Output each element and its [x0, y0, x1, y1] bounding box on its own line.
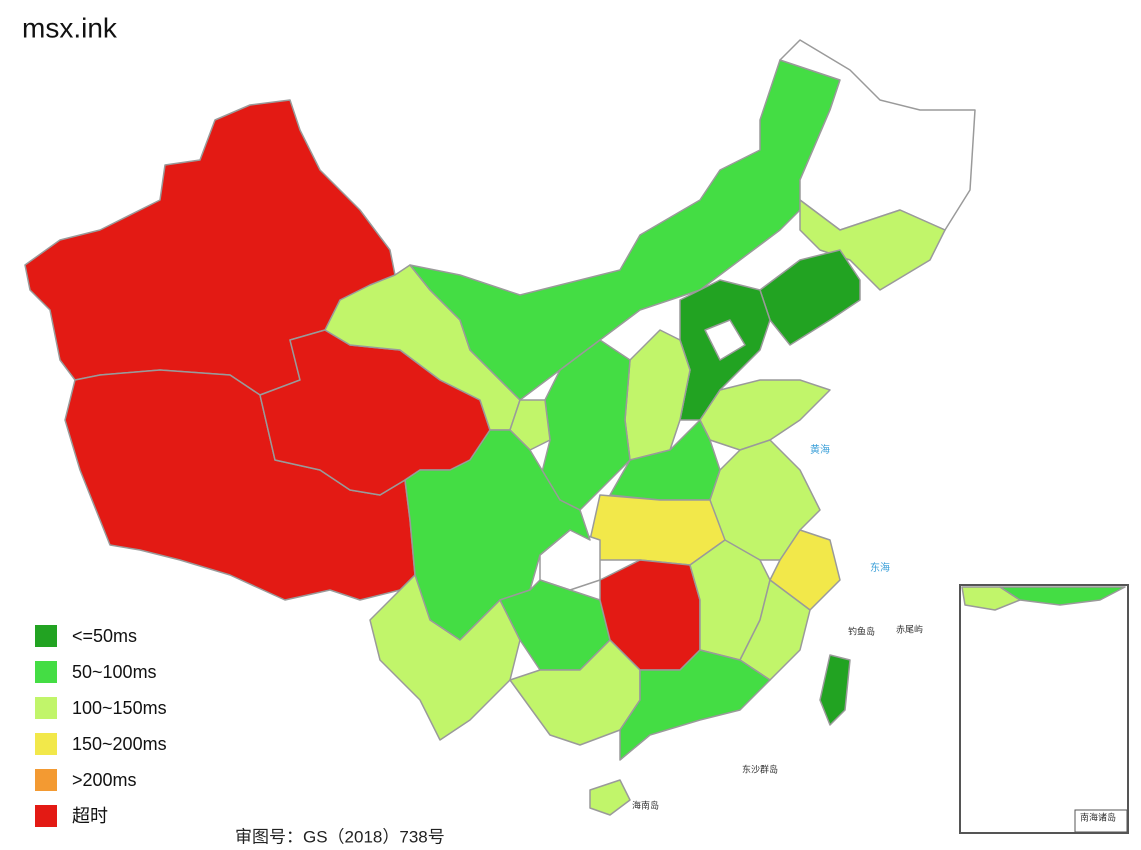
inset-caption-box — [1074, 809, 1128, 833]
sea-label: 黄海 — [810, 443, 830, 456]
legend-label: >200ms — [72, 770, 137, 790]
inset: 南海诸岛 — [959, 584, 1129, 834]
credit: 审图号：GS（2018）738号 — [235, 827, 445, 846]
map-label: 钓鱼岛 — [848, 626, 875, 638]
legend-label: 100~150ms — [72, 698, 167, 718]
province — [819, 654, 851, 726]
legend-label: <=50ms — [72, 626, 137, 646]
province — [409, 59, 841, 401]
province — [799, 199, 946, 291]
province — [759, 249, 861, 346]
title: msx.ink — [22, 12, 118, 43]
legend: <=50ms 50~100ms 100~150ms 150~200ms >200ms 超时 — [35, 625, 167, 827]
inset-caption: 南海诸岛 — [1080, 812, 1116, 824]
legend-swatch — [35, 697, 57, 719]
province — [509, 399, 551, 451]
province — [589, 779, 631, 816]
province — [999, 586, 1126, 606]
legend-label: 超时 — [72, 806, 108, 826]
legend-label: 50~100ms — [72, 662, 157, 682]
province — [961, 586, 1021, 611]
legend-swatch — [35, 733, 57, 755]
map-label: 赤尾屿 — [896, 625, 923, 636]
inset-frame — [959, 584, 1129, 834]
province — [619, 649, 771, 761]
legend-swatch — [35, 625, 57, 647]
sea-label: 东海 — [870, 561, 890, 574]
province — [699, 379, 831, 451]
legend-swatch — [35, 769, 57, 791]
legend-label: 150~200ms — [72, 734, 167, 754]
legend-swatch — [35, 805, 57, 827]
provinces — [24, 39, 976, 816]
map-label: 海南岛 — [632, 800, 659, 812]
legend-swatch — [35, 661, 57, 683]
map-label: 东沙群岛 — [742, 764, 778, 776]
province — [704, 319, 746, 361]
